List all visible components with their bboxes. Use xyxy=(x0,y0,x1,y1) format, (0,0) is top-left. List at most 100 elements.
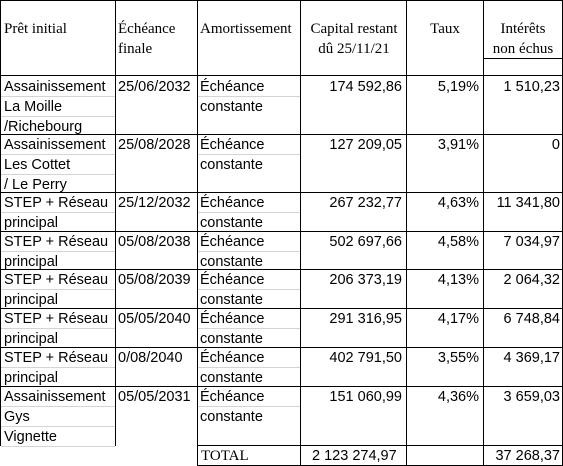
cell-gridline xyxy=(198,96,300,97)
cell-gridline xyxy=(1,116,115,117)
row5-pret-line2: principal xyxy=(4,292,58,308)
table-border xyxy=(0,308,563,309)
row5-amort-line2: constante xyxy=(200,292,263,308)
row6-echeance: 05/05/2040 xyxy=(118,311,191,327)
row8-pret-line2: Gys xyxy=(4,409,30,425)
row3-capital: 267 232,77 xyxy=(329,195,402,211)
row8-amort-line1: Échéance xyxy=(200,389,265,405)
row4-pret-line2: principal xyxy=(4,254,58,270)
row2-capital: 127 209,05 xyxy=(329,137,402,153)
table-border xyxy=(0,231,563,232)
row1-taux: 5,19% xyxy=(437,79,479,95)
row7-amort-line1: Échéance xyxy=(200,350,265,366)
total-interets: 37 268,37 xyxy=(495,448,560,464)
row4-echeance: 05/08/2038 xyxy=(118,234,191,250)
header-capital-line1: Capital restant xyxy=(310,21,398,37)
cell-gridline xyxy=(1,174,115,175)
cell-gridline xyxy=(198,212,300,213)
row3-pret-line1: STEP + Réseau xyxy=(4,195,109,211)
row5-interets: 2 064,32 xyxy=(503,272,560,288)
header-taux: Taux xyxy=(430,21,460,37)
table-border xyxy=(406,0,407,466)
row1-amort-line2: constante xyxy=(200,99,263,115)
cell-gridline xyxy=(198,328,300,329)
cell-gridline xyxy=(198,367,300,368)
cell-gridline xyxy=(198,251,300,252)
row6-capital: 291 316,95 xyxy=(329,311,402,327)
header-echeance-line2: finale xyxy=(118,41,153,57)
row6-taux: 4,17% xyxy=(437,311,479,327)
row3-taux: 4,63% xyxy=(437,195,479,211)
row7-echeance: 0/08/2040 xyxy=(118,350,183,366)
header-echeance-line1: Échéance xyxy=(118,21,176,37)
row4-interets: 7 034,97 xyxy=(503,234,560,250)
row1-pret-line3: /Richebourg xyxy=(4,119,83,135)
total-label: TOTAL xyxy=(201,448,249,464)
row7-capital: 402 791,50 xyxy=(329,350,402,366)
row6-amort-line1: Échéance xyxy=(200,311,265,327)
row3-amort-line1: Échéance xyxy=(200,195,265,211)
header-interets-line2: non échus xyxy=(492,41,554,57)
cell-gridline xyxy=(1,289,115,290)
row4-capital: 502 697,66 xyxy=(329,234,402,250)
row8-amort-line2: constante xyxy=(200,409,263,425)
table-border xyxy=(483,0,484,466)
row3-pret-line2: principal xyxy=(4,215,58,231)
row4-amort-line1: Échéance xyxy=(200,234,265,250)
row1-pret-line1: Assainissement xyxy=(4,79,106,95)
cell-gridline xyxy=(198,289,300,290)
row1-echeance: 25/06/2032 xyxy=(118,79,191,95)
table-border xyxy=(197,0,198,466)
row2-interets: 0 xyxy=(551,137,560,153)
table-border xyxy=(484,58,563,59)
header-interets-line1: Intérêts xyxy=(500,21,546,37)
row2-taux: 3,91% xyxy=(437,137,479,153)
row8-pret-line1: Assainissement xyxy=(4,389,106,405)
cell-gridline xyxy=(1,446,115,447)
header-amortissement: Amortissement xyxy=(200,21,292,37)
row6-pret-line1: STEP + Réseau xyxy=(4,311,109,327)
row8-echeance: 05/05/2031 xyxy=(118,389,191,405)
cell-gridline xyxy=(1,251,115,252)
row8-taux: 4,36% xyxy=(437,389,479,405)
row5-capital: 206 373,19 xyxy=(329,272,402,288)
row3-amort-line2: constante xyxy=(200,215,263,231)
row4-taux: 4,58% xyxy=(437,234,479,250)
row8-capital: 151 060,99 xyxy=(329,389,402,405)
row6-interets: 6 748,84 xyxy=(503,311,560,327)
cell-gridline xyxy=(1,426,115,427)
cell-gridline xyxy=(198,154,300,155)
table-border xyxy=(115,0,116,446)
row7-pret-line1: STEP + Réseau xyxy=(4,350,109,366)
table-border xyxy=(0,386,563,387)
row7-interets: 4 369,17 xyxy=(503,350,560,366)
row5-taux: 4,13% xyxy=(437,272,479,288)
row8-pret-line3: Vignette xyxy=(4,429,57,445)
row7-pret-line2: principal xyxy=(4,370,58,386)
header-capital-line2: dû 25/11/21 xyxy=(318,41,390,57)
total-capital: 2 123 274,97 xyxy=(312,448,397,464)
row5-echeance: 05/08/2039 xyxy=(118,272,191,288)
cell-gridline xyxy=(1,154,115,155)
header-pret: Prêt initial xyxy=(4,21,67,37)
row4-amort-line2: constante xyxy=(200,254,263,270)
row2-pret-line1: Assainissement xyxy=(4,137,106,153)
row6-amort-line2: constante xyxy=(200,331,263,347)
row6-pret-line2: principal xyxy=(4,331,58,347)
row2-amort-line1: Échéance xyxy=(200,137,265,153)
table-border xyxy=(0,0,1,446)
table-border xyxy=(0,134,563,135)
row1-interets: 1 510,23 xyxy=(503,79,560,95)
cell-gridline xyxy=(1,212,115,213)
row7-amort-line2: constante xyxy=(200,370,263,386)
table-border xyxy=(300,0,301,466)
cell-gridline xyxy=(1,367,115,368)
row8-interets: 3 659,03 xyxy=(503,389,560,405)
cell-gridline xyxy=(1,328,115,329)
cell-gridline xyxy=(1,406,115,407)
row2-amort-line2: constante xyxy=(200,157,263,173)
row3-echeance: 25/12/2032 xyxy=(118,195,191,211)
row2-pret-line2: Les Cottet xyxy=(4,157,71,173)
row2-echeance: 25/08/2028 xyxy=(118,137,191,153)
table-border xyxy=(198,445,563,446)
